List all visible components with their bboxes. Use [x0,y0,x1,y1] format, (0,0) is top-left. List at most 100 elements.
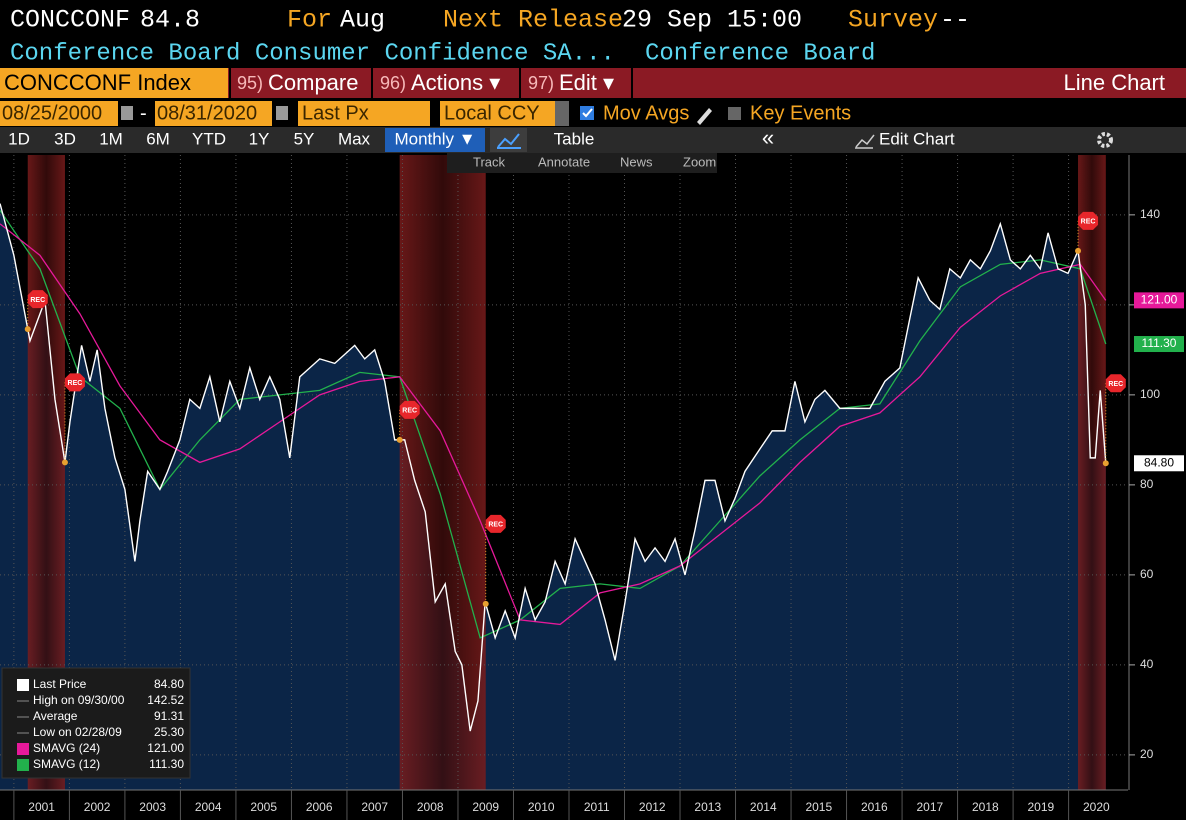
tools-bar [447,153,717,173]
edit[interactable]: Edit ▾ [559,70,614,95]
last-value-box [1134,336,1184,353]
tool[interactable]: Annotate [538,154,590,169]
end[interactable]: 08/31/2020 [157,102,257,124]
legend-swatch [17,743,29,755]
calendar-icon[interactable] [121,106,133,120]
rec-marker [399,400,420,419]
tool[interactable]: Track [473,154,506,169]
survey-value: -- [940,6,970,35]
x-tick-label: 2009 [472,800,499,814]
actions[interactable]: Actions ▾ [411,70,500,95]
period[interactable]: 6M [146,129,170,148]
legend-value: 121.00 [147,741,184,755]
x-tick-label: 2011 [584,800,610,814]
dropdown[interactable] [555,101,569,126]
rec-label: REC [68,380,83,387]
y-tick-label: 100 [1140,387,1160,401]
start-box[interactable] [0,101,118,126]
legend-label: SMAVG (24) [33,741,100,755]
x-tick-label: 2018 [972,800,999,814]
edit-chart[interactable]: Edit Chart [879,129,955,148]
tool[interactable]: News [620,154,653,169]
legend-label: Average [33,709,78,723]
x-tick-label: 2019 [1027,800,1054,814]
event-dot [1075,247,1082,254]
table[interactable]: Table [554,129,595,148]
period[interactable]: 5Y [294,129,315,148]
legend-value: 142.52 [147,693,184,707]
period[interactable]: YTD [192,129,226,148]
x-tick-label: 2004 [195,800,222,814]
key-events[interactable]: Key Events [750,102,851,124]
y-tick-label: 40 [1140,657,1154,671]
x-tick-label: 2008 [417,800,444,814]
event-dot [61,459,68,466]
period[interactable]: 1Y [249,129,270,148]
tool[interactable]: Zoom [683,154,716,169]
rec-marker [64,373,85,392]
x-tick-label: 2010 [528,800,555,814]
x-tick-label: 2014 [750,800,777,814]
rec-label: REC [30,297,45,304]
view[interactable]: Line Chart [1063,70,1165,95]
last-value-label: 111.30 [1142,336,1177,350]
x-tick-label: 2002 [84,800,111,814]
rec-marker [27,290,48,309]
legend-label: SMAVG (12) [33,757,100,771]
rec-marker [485,514,506,533]
currency[interactable]: Local CCY [444,102,540,124]
last: 84.8 [140,6,200,35]
event-dot [24,326,31,333]
field-box[interactable] [298,101,430,126]
x-axis-strip [0,790,1186,820]
ticker: CONCCONF [10,6,130,35]
checkbox[interactable] [580,106,594,120]
period[interactable]: Max [338,129,371,148]
calendar-icon[interactable] [276,106,288,120]
collapse[interactable]: « [762,125,774,150]
legend-label: Last Price [33,677,87,691]
y-tick-label: 140 [1140,207,1160,221]
frequency[interactable]: Monthly ▼ [394,129,475,148]
period[interactable]: 1D [8,129,30,148]
period[interactable]: 3D [54,129,76,148]
gear-icon[interactable] [1097,132,1113,148]
legend-value: 84.80 [154,677,184,691]
mov-avgs[interactable]: Mov Avgs [603,102,689,124]
event-dot [482,600,489,607]
rec-marker [1105,374,1126,393]
area [0,203,1106,790]
period[interactable]: 1M [99,129,123,148]
event-dot [1102,460,1109,467]
x-tick-label: 2003 [139,800,166,814]
end-box[interactable] [155,101,272,126]
recession-band [399,155,486,790]
legend-value: 111.30 [149,757,184,771]
actions-key: 96) [380,73,406,93]
checkbox[interactable] [728,107,741,120]
security[interactable]: CONCCONF Index [4,70,191,95]
legend-label: Low on 02/28/09 [33,725,122,739]
x-tick-label: 2001 [28,800,55,814]
start[interactable]: 08/25/2000 [2,102,102,124]
for-value: Aug [340,6,385,35]
y-tick-label: 60 [1140,567,1154,581]
pencil-icon[interactable] [697,108,712,125]
security-box[interactable] [0,68,228,98]
recession-band [1078,155,1106,790]
field[interactable]: Last Px [302,102,369,124]
x-tick-label: 2012 [639,800,666,814]
frequency-box[interactable] [385,128,485,152]
compare[interactable]: Compare [268,70,358,95]
x-tick-label: 2016 [861,800,888,814]
rec-label: REC [1081,219,1096,226]
x-tick-label: 2005 [250,800,277,814]
release-label: Next Release [443,6,623,35]
dash: - [140,102,147,124]
x-tick-label: 2007 [361,800,388,814]
chart-icon [497,133,521,149]
currency-box[interactable] [440,101,555,126]
legend-label: High on 09/30/00 [33,693,125,707]
